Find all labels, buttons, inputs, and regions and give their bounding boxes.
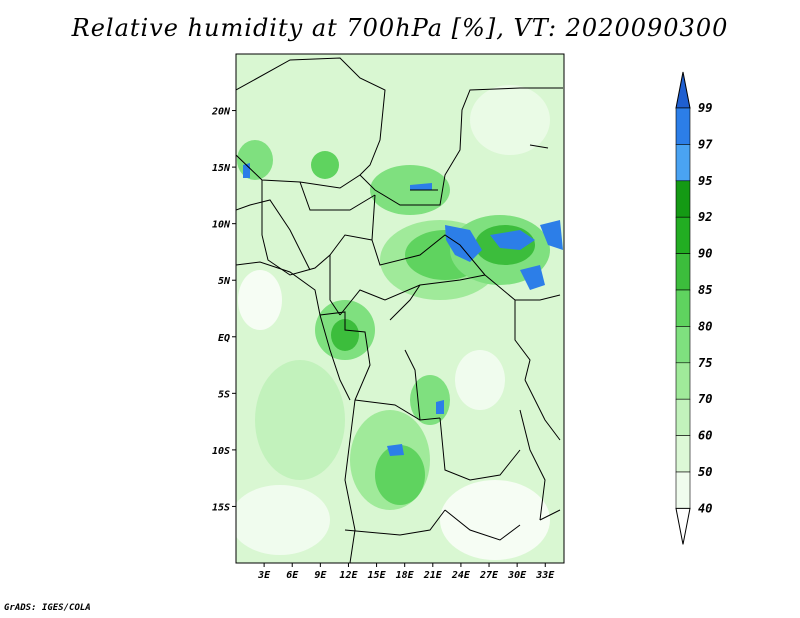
colorbar-label: 60 [698,429,712,443]
colorbar-segment [675,144,691,182]
colorbar-segment [675,180,691,218]
lon-tick-label: 27E [479,570,499,581]
colorbar-label: 50 [698,465,712,479]
colorbar: 99 97 95 92 90 85 80 75 70 60 50 40 [675,71,713,545]
lon-tick-label: 12E [339,570,358,581]
lon-tick-label: 15E [368,570,387,581]
colorbar-segment [675,435,691,473]
humidity-field [236,85,563,560]
colorbar-segment [675,326,691,364]
country-borders [236,57,563,563]
colorbar-segment [675,398,691,436]
colorbar-top-arrow [675,71,691,109]
lat-tick-label: 20N [211,107,231,118]
lat-tick-label: 15S [212,502,230,513]
colorbar-label: 99 [698,101,712,115]
grads-credit: GrADS: IGES/COLA [4,603,91,613]
map-frame [235,53,565,564]
colorbar-segment [675,216,691,254]
colorbar-segment [675,107,691,145]
colorbar-label: 80 [698,319,712,333]
lat-tick-label: 10N [212,220,231,231]
colorbar-label: 40 [698,501,712,515]
lat-tick-label: 5N [218,276,231,287]
colorbar-bottom-arrow [675,507,691,545]
lon-tick-label: 18E [396,570,415,581]
colorbar-segment [675,289,691,327]
colorbar-label: 70 [698,392,712,406]
colorbar-label: 97 [698,137,713,151]
lon-tick-label: 9E [314,570,327,581]
lon-tick-label: 3E [257,570,271,581]
colorbar-label: 75 [698,356,712,370]
colorbar-segment [675,362,691,400]
lat-tick-label: 10S [212,446,230,457]
lon-tick-label: 21E [423,570,443,581]
lon-tick-label: 33E [535,570,555,581]
longitude-axis: 3E 6E 9E 12E 15E 18E 21E 24E 27E 30E 33E [257,563,555,581]
chart-title: Relative humidity at 700hPa [%], VT: 202… [71,14,729,42]
colorbar-label: 95 [698,174,712,188]
colorbar-segment [675,253,691,291]
colorbar-label: 85 [698,283,712,297]
colorbar-label: 92 [698,210,712,224]
lon-tick-label: 6E [286,570,299,581]
lat-tick-label: 15N [212,163,231,174]
latitude-axis: 20N 15N 10N 5N EQ 5S 10S 15S [211,107,236,513]
colorbar-segment [675,471,691,509]
lon-tick-label: 30E [507,570,527,581]
colorbar-label: 90 [698,247,712,261]
lat-tick-label: EQ [218,333,230,344]
lat-tick-label: 5S [218,389,230,400]
lon-tick-label: 24E [451,570,471,581]
